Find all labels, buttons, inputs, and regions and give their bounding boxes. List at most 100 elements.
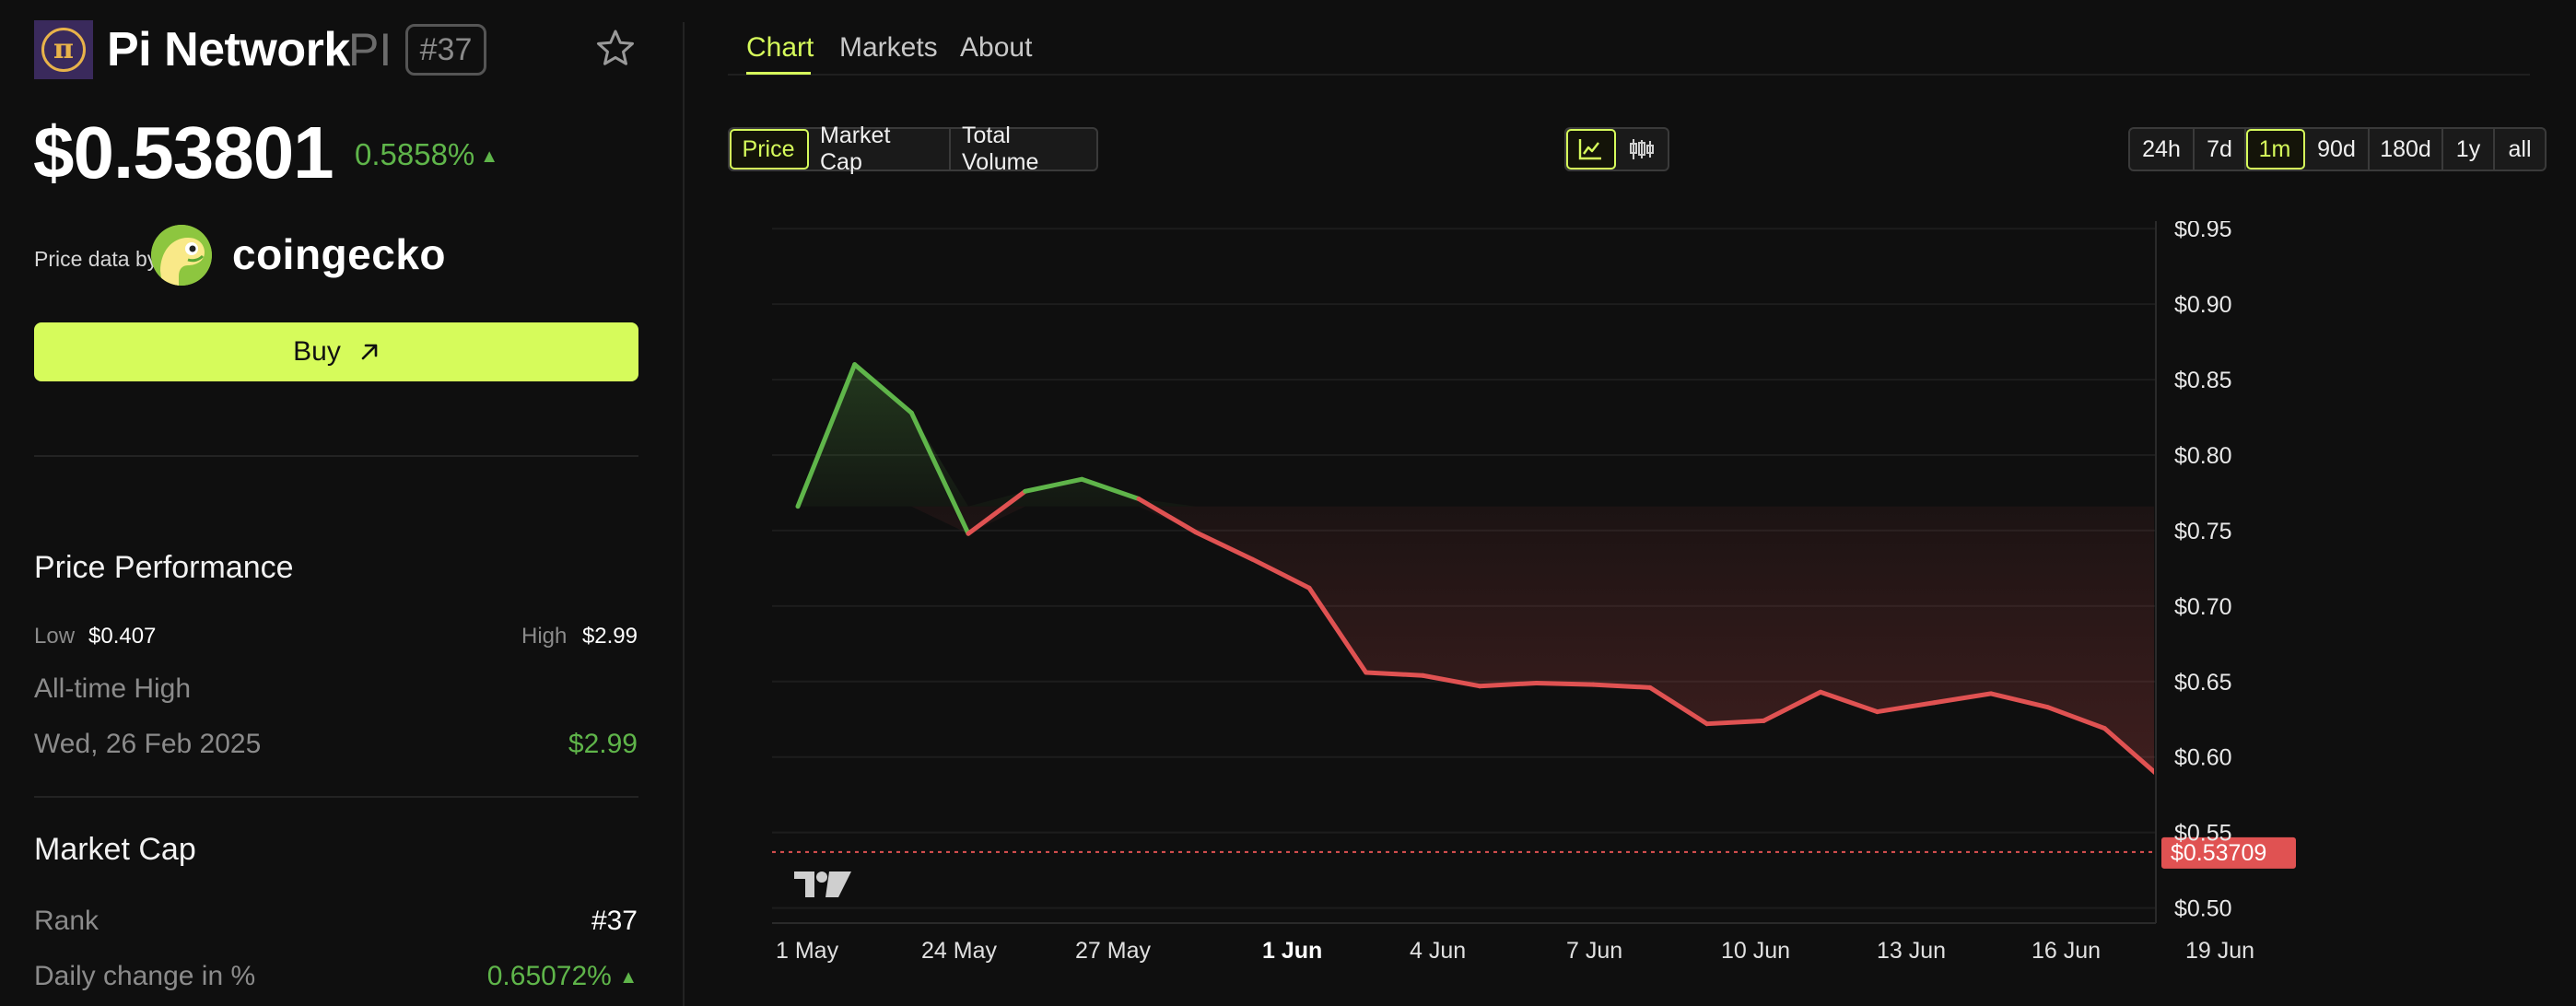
series-segment: [1931, 691, 1994, 706]
x-tick-label: 24 May: [921, 938, 997, 964]
favorite-button[interactable]: [593, 26, 638, 70]
coingecko-gecko-icon: [151, 225, 212, 286]
daily-change-label: Daily change in %: [34, 961, 256, 991]
series-segment: [1477, 680, 1540, 689]
y-axis: $0.95 $0.90 $0.85 $0.80 $0.75 $0.70 $0.65 $0.60…: [772, 221, 2232, 924]
metric-price-button[interactable]: Price: [730, 129, 809, 170]
range-all-button[interactable]: all: [2508, 135, 2532, 162]
series-segment: [966, 488, 1028, 536]
series-segment: [908, 410, 971, 536]
x-tick-label: 1 May: [776, 938, 839, 964]
high-value: $2.99: [581, 624, 638, 649]
series-segment: [1079, 476, 1142, 502]
series-segment: [1306, 585, 1369, 675]
series-segment: [1988, 691, 2051, 710]
low-value: $0.407: [88, 624, 157, 649]
price-change: 0.5858% ▲: [355, 135, 498, 177]
current-price: $0.53801: [33, 111, 334, 193]
series-segment: [2389, 833, 2446, 845]
triangle-up-icon: ▲: [480, 146, 499, 167]
daily-change: 0.65072% ▲: [487, 958, 638, 996]
y-tick-label: $0.55: [2174, 821, 2232, 847]
last-price-label: $0.53709: [2171, 840, 2266, 866]
series-segment: [852, 362, 914, 415]
area-fill-up: [798, 364, 2154, 507]
chart-area-fill: [798, 364, 2154, 772]
series-segment: [1420, 673, 1482, 689]
line-chart-button[interactable]: [1566, 129, 1616, 170]
divider: [34, 455, 638, 457]
tab-about[interactable]: About: [960, 32, 1033, 63]
market-cap-rank-value: #37: [591, 906, 638, 936]
x-tick-label: 13 Jun: [1877, 938, 1946, 964]
y-tick-label: $0.90: [2174, 292, 2232, 318]
series-segment: [1647, 684, 1710, 727]
market-cap-rank-label: Rank: [34, 906, 100, 936]
tab-chart[interactable]: Chart: [746, 32, 814, 63]
tab-markets[interactable]: Markets: [839, 32, 938, 63]
last-price-line: $0.53709: [772, 836, 2296, 869]
price-source-label: Price data by: [34, 247, 158, 271]
last-price-badge: [2161, 836, 2296, 869]
x-tick-label: 10 Jun: [1721, 938, 1790, 964]
series-segment: [1364, 670, 1425, 678]
coin-summary-panel: π Pi Network PI #37 $0.53801 0.5858% ▲ Pr…: [0, 0, 684, 1006]
x-tick-label: 4 Jun: [1410, 938, 1466, 964]
range-1y-button[interactable]: 1y: [2443, 129, 2495, 170]
ath-date: Wed, 26 Feb 2025: [34, 729, 262, 759]
x-tick-label: 19 Jun: [2185, 938, 2254, 964]
market-cap-title: Market Cap: [34, 832, 196, 867]
y-tick-label: $0.95: [2174, 221, 2232, 242]
source-name[interactable]: coingecko: [232, 230, 447, 278]
triangle-up-icon: ▲: [619, 967, 638, 988]
series-segment: [2275, 751, 2332, 784]
candlestick-chart-button[interactable]: [1616, 129, 1668, 170]
range-24h-button[interactable]: 24h: [2130, 129, 2195, 170]
metric-selector: Price Market Cap Total Volume: [728, 123, 1098, 175]
y-tick-label: $0.50: [2174, 896, 2232, 922]
star-icon: [597, 29, 634, 65]
price-chart[interactable]: $0.53709 $0.95$0.90$0.85$0.80$0.75$0.70$…: [719, 221, 2524, 986]
price-performance-title: Price Performance: [34, 550, 294, 585]
y-tick-label: $0.65: [2174, 670, 2232, 696]
x-tick-label: 1 Jun: [1262, 938, 1322, 964]
range-180d-button[interactable]: 180d: [2370, 129, 2443, 170]
x-tick-label: 27 May: [1075, 938, 1151, 964]
arrow-up-right-icon: [361, 344, 378, 360]
series-segment: [1875, 700, 1937, 715]
range-7d-button[interactable]: 7d: [2195, 129, 2246, 170]
panel-divider: [683, 22, 685, 1006]
y-tick-label: $0.80: [2174, 443, 2232, 469]
buy-button[interactable]: Buy: [34, 322, 638, 381]
metric-total-volume-button[interactable]: Total Volume: [962, 123, 1039, 175]
series-segment: [2332, 784, 2389, 832]
x-tick-label: 16 Jun: [2032, 938, 2101, 964]
pi-coin-icon: π: [34, 20, 93, 79]
series-segment: [1704, 718, 1766, 727]
rank-badge: #37: [405, 24, 486, 76]
series-segment: [1023, 476, 1084, 494]
range-90d-button[interactable]: 90d: [2305, 129, 2370, 170]
coin-symbol: PI: [348, 24, 392, 76]
tradingview-logo-icon: [794, 871, 851, 897]
series-segment: [1534, 680, 1596, 687]
series-segment: [1136, 497, 1199, 535]
series-segment: [1818, 689, 1880, 715]
series-segment: [2445, 845, 2502, 852]
series-segment: [1193, 530, 1255, 562]
high-label: High: [521, 624, 568, 649]
tabs-divider: [728, 74, 2530, 76]
candlestick-chart-icon: [1630, 139, 1654, 159]
line-chart-icon: [1578, 139, 1601, 160]
metric-market-cap-button[interactable]: Market Cap: [809, 123, 951, 175]
series-segment: [2045, 705, 2107, 731]
range-1m-button[interactable]: 1m: [2246, 129, 2305, 170]
low-label: Low: [34, 624, 76, 649]
x-axis: 1 May 24 May 27 May 1 Jun 4 Jun 7 Jun 10 Jun 13…: [776, 938, 2254, 964]
coin-name: Pi Network: [107, 23, 350, 76]
y-tick-label: $0.85: [2174, 368, 2232, 393]
ath-value: $2.99: [568, 729, 638, 759]
price-change-value: 0.5858%: [355, 137, 475, 171]
series-segment: [1590, 682, 1653, 690]
divider: [34, 796, 638, 798]
